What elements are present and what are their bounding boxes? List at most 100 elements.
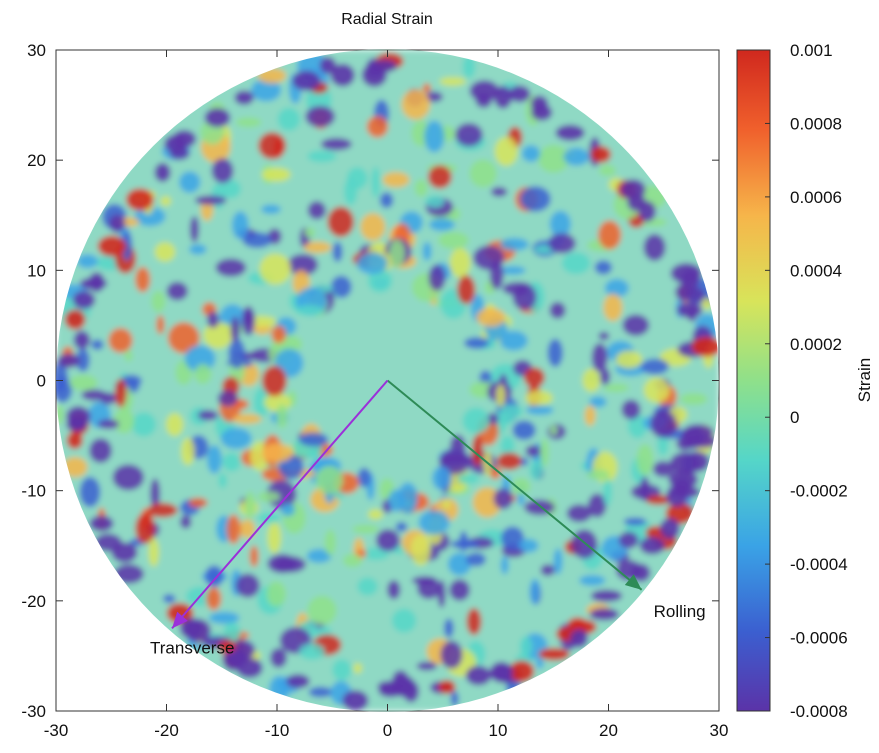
strain-blob — [465, 552, 486, 567]
strain-blob — [463, 337, 489, 349]
strain-blob — [500, 265, 526, 275]
edge-blob — [631, 563, 651, 582]
edge-blob — [469, 80, 500, 102]
edge-blob — [179, 617, 204, 639]
edge-blob — [508, 660, 535, 683]
strain-blob — [499, 330, 528, 351]
colorbar-tick-label: -0.0004 — [790, 555, 848, 574]
edge-blob — [89, 515, 114, 532]
strain-blob — [496, 452, 522, 470]
strain-blob — [113, 564, 144, 584]
annotation-arrows: Rolling Transverse — [150, 379, 706, 657]
edge-blob — [154, 162, 171, 182]
strain-blob — [263, 393, 292, 412]
strain-blob — [525, 390, 553, 406]
strain-blob — [450, 691, 459, 707]
edge-blob — [669, 451, 702, 475]
edge-blob — [292, 70, 321, 91]
strain-blob — [277, 107, 301, 131]
colorbar-tick-label: 0.001 — [790, 41, 833, 60]
edge-blob — [590, 146, 612, 163]
strain-blob — [261, 443, 293, 463]
strain-blob — [244, 309, 255, 326]
strain-blob — [208, 611, 240, 625]
strain-blob — [299, 432, 329, 447]
strain-blob — [194, 195, 227, 206]
strain-blob — [512, 283, 537, 311]
edge-blob — [330, 63, 355, 87]
strain-blob — [587, 493, 607, 518]
edge-blob — [97, 235, 127, 257]
strain-blob — [261, 365, 287, 397]
strain-blob — [167, 322, 200, 354]
strain-blob — [679, 392, 708, 406]
strain-blob — [457, 473, 480, 485]
edge-blob — [66, 431, 83, 450]
strain-blob — [232, 413, 262, 424]
edge-blob — [639, 536, 665, 555]
strain-blob — [242, 232, 273, 248]
annotation-transverse: Transverse — [150, 638, 234, 657]
edge-blob — [342, 690, 369, 711]
strain-blob — [357, 577, 378, 596]
strain-blob — [598, 220, 622, 250]
strain-blob — [298, 643, 325, 660]
y-tick-label: -10 — [21, 482, 46, 501]
strain-blob — [388, 489, 406, 512]
strain-blob — [449, 579, 470, 601]
strain-blob — [357, 467, 371, 488]
y-tick-label: -20 — [21, 592, 46, 611]
strain-blob — [267, 521, 282, 554]
edge-blob — [530, 95, 549, 113]
strain-blob — [362, 547, 390, 561]
strain-blob — [121, 230, 133, 261]
strain-blob — [521, 145, 541, 163]
strain-blob — [518, 538, 539, 553]
strain-blob — [466, 608, 482, 636]
strain-blob — [273, 137, 283, 159]
strain-blob — [250, 78, 282, 102]
strain-blob — [594, 260, 613, 275]
x-tick-label: 0 — [383, 721, 392, 740]
edge-blob — [590, 589, 623, 602]
strain-blob — [450, 539, 480, 550]
edge-blob — [236, 657, 263, 679]
colorbar-tick-label: 0.0002 — [790, 335, 842, 354]
strain-blob — [438, 231, 469, 250]
strain-blob — [449, 247, 471, 278]
strain-blob — [134, 206, 166, 227]
strain-blob — [428, 264, 446, 291]
strain-blob — [77, 254, 99, 269]
strain-blob — [215, 258, 247, 277]
arrowhead-transverse — [172, 611, 188, 629]
strain-blob — [422, 83, 431, 93]
strain-blob — [640, 476, 650, 502]
strain-blob — [589, 396, 607, 408]
edge-blob — [555, 124, 585, 141]
strain-blob — [591, 343, 608, 372]
edge-blob — [680, 269, 700, 290]
strain-blob — [287, 253, 319, 276]
strain-blob — [391, 608, 417, 633]
edge-blob — [589, 608, 619, 621]
strain-blob — [79, 476, 101, 508]
strain-blob — [618, 531, 639, 549]
strain-blob — [547, 338, 563, 368]
strain-blob — [600, 368, 611, 386]
strain-blob — [179, 515, 192, 529]
strain-blob — [162, 594, 176, 604]
strain-blob — [135, 266, 151, 293]
strain-blob — [56, 404, 65, 425]
strain-blob — [108, 327, 133, 353]
strain-blob — [269, 675, 290, 703]
strain-blob — [222, 452, 241, 472]
strain-blob — [432, 466, 452, 491]
strain-blob — [194, 363, 212, 384]
strain-blob — [549, 302, 566, 319]
strain-blob — [524, 499, 555, 516]
strain-blob — [131, 412, 157, 437]
strain-blob — [540, 438, 549, 467]
edge-blob — [638, 201, 656, 222]
chart-title: Radial Strain — [341, 11, 433, 28]
edge-blob — [66, 417, 88, 432]
